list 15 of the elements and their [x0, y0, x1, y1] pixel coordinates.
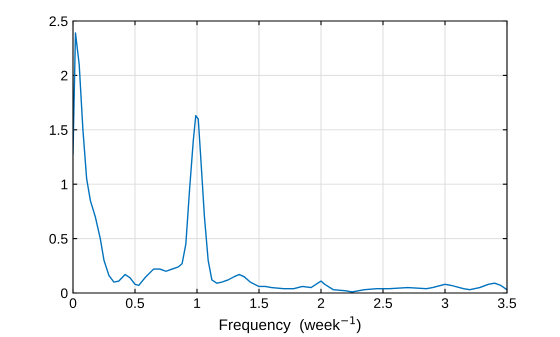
- y-tick-label: 0.5: [49, 234, 68, 244]
- x-tick-label: 0.5: [126, 298, 144, 308]
- y-tick-label: 2.5: [50, 16, 68, 26]
- x-tick-label: 3.5: [498, 298, 516, 308]
- y-tick-label: 0: [60, 288, 68, 298]
- x-tick-label: 1: [194, 298, 200, 308]
- x-tick-label: 1.5: [250, 298, 268, 308]
- x-tick-label: 3: [442, 298, 448, 308]
- x-axis-title: Frequency (week$^{−1}$): [220, 316, 360, 334]
- y-tick-label: 1: [61, 180, 68, 190]
- y-tick-label: 2: [61, 70, 68, 80]
- y-tick-label: 1.5: [50, 125, 68, 135]
- x-tick-label: 2.5: [374, 298, 392, 308]
- x-tick-label: 2: [318, 298, 324, 308]
- x-tick-label: 0: [70, 298, 76, 308]
